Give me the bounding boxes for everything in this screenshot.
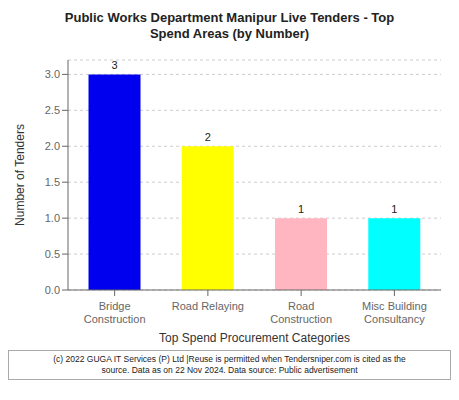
svg-text:1.5: 1.5 <box>45 176 60 188</box>
svg-text:1: 1 <box>298 203 304 215</box>
svg-text:1: 1 <box>391 203 397 215</box>
svg-text:0.0: 0.0 <box>45 284 60 296</box>
svg-text:BridgeConstruction: BridgeConstruction <box>84 300 146 325</box>
svg-text:Road Relaying: Road Relaying <box>172 300 244 312</box>
svg-text:2.5: 2.5 <box>45 104 60 116</box>
svg-text:Misc BuildingConsultancy: Misc BuildingConsultancy <box>362 300 427 325</box>
svg-text:RoadConstruction: RoadConstruction <box>270 300 332 325</box>
svg-text:Top Spend Procurement Categori: Top Spend Procurement Categories <box>159 331 350 345</box>
svg-text:2: 2 <box>205 131 211 143</box>
html-text:(c) 2022 GUGA IT Services (P): (c) 2022 GUGA IT Services (P) Ltd |Reuse… <box>53 354 406 375</box>
svg-text:Number of Tenders: Number of Tenders <box>13 124 27 226</box>
svg-text:3.0: 3.0 <box>45 68 60 80</box>
svg-text:2.0: 2.0 <box>45 140 60 152</box>
svg-text:0.5: 0.5 <box>45 248 60 260</box>
svg-text:1.0: 1.0 <box>45 212 60 224</box>
html-text:Public Works Department Manipu: Public Works Department Manipur Live Ten… <box>64 10 395 41</box>
svg-text:3: 3 <box>111 59 117 71</box>
